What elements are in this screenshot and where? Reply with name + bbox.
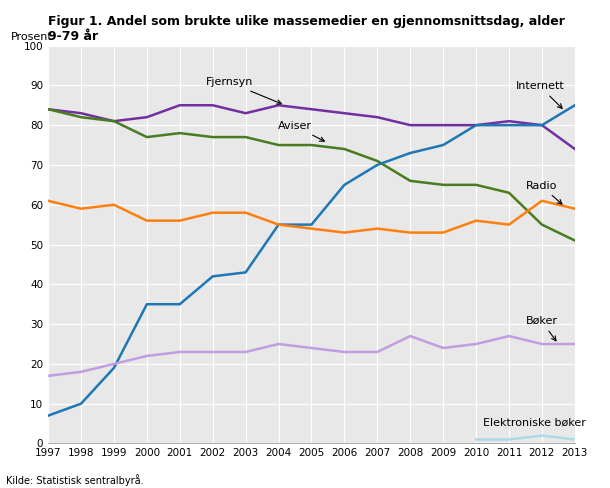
Text: Internett: Internett <box>515 81 564 108</box>
Text: Fjernsyn: Fjernsyn <box>206 78 281 104</box>
Text: Elektroniske bøker: Elektroniske bøker <box>483 418 586 427</box>
Text: Bøker: Bøker <box>525 316 558 341</box>
Text: Figur 1. Andel som brukte ulike massemedier en gjennomsnittsdag, alder
9-79 år: Figur 1. Andel som brukte ulike massemed… <box>48 15 565 43</box>
Text: Prosent: Prosent <box>11 32 53 41</box>
Text: Aviser: Aviser <box>278 121 325 141</box>
Text: Radio: Radio <box>525 181 562 204</box>
Text: Kilde: Statistisk sentralbyrå.: Kilde: Statistisk sentralbyrå. <box>6 474 144 486</box>
